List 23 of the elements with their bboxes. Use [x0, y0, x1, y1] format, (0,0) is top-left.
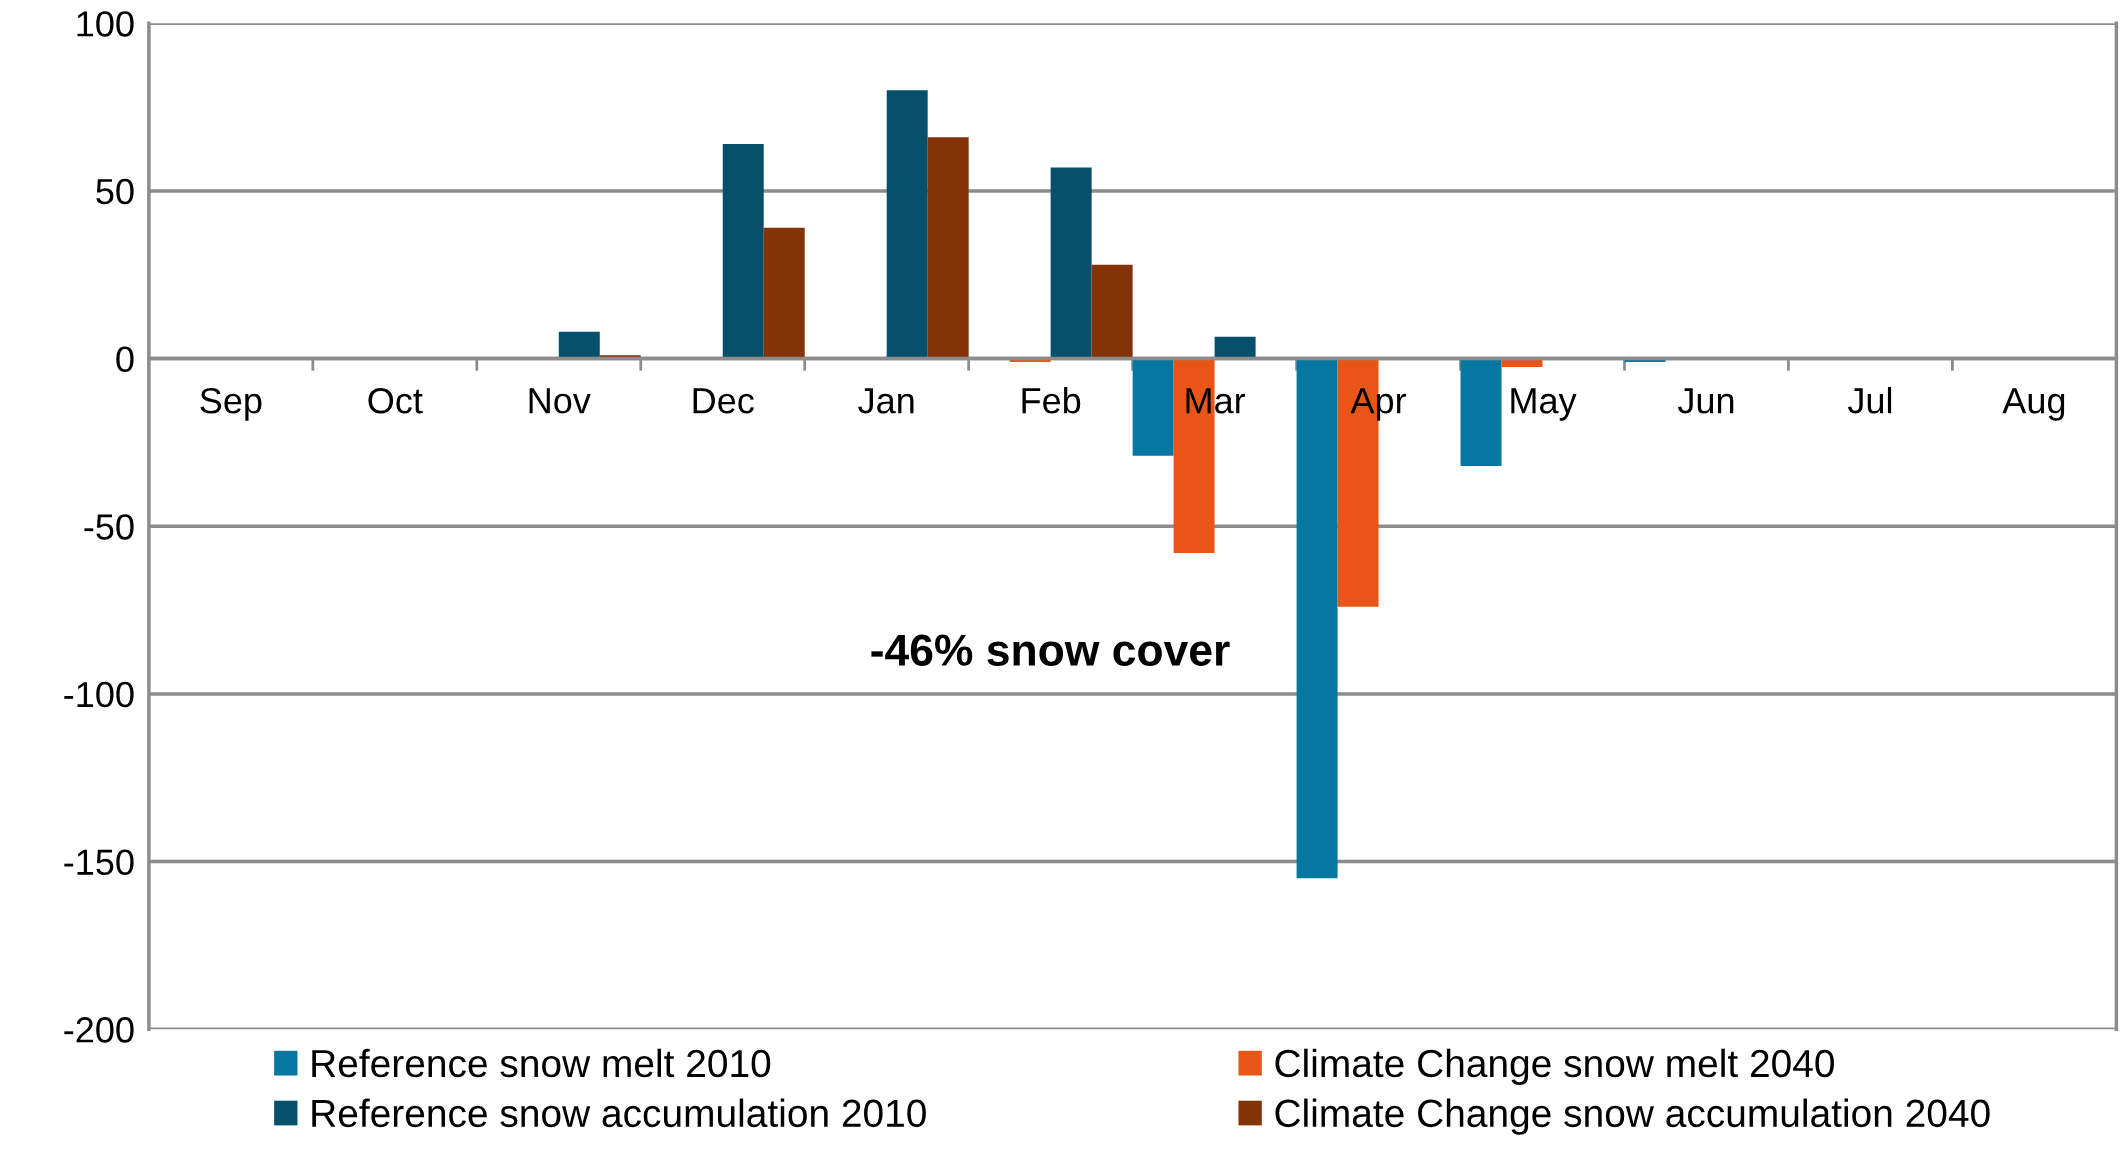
legend-label: Climate Change snow melt 2040: [1275, 1048, 1834, 1085]
x-tick-label: Jan: [858, 388, 914, 414]
x-tick-label: Sep: [200, 387, 262, 421]
y-tick-label: -150: [64, 849, 134, 876]
legend-label: Climate Change snow accumulation 2040: [1275, 1098, 1990, 1135]
x-tick-label: Jun: [1677, 388, 1734, 414]
x-tick-label: Apr: [1350, 388, 1407, 421]
y-tick-label: 0: [116, 346, 134, 373]
x-tick-label: Aug: [2002, 388, 2065, 421]
y-tick-label: -100: [64, 681, 134, 708]
legend-label: Reference snow melt 2010: [312, 1048, 771, 1078]
x-tick-label: Feb: [1022, 387, 1081, 414]
y-tick-label: -50: [84, 514, 134, 540]
y-tick-label: 100: [77, 11, 134, 37]
annotation: -46% snow cover: [871, 634, 1230, 666]
x-tick-label: Nov: [529, 388, 591, 414]
x-tick-label: May: [1511, 388, 1577, 421]
x-tick-label: Jul: [1847, 387, 1892, 414]
legend-label: Reference snow accumulation 2010: [312, 1098, 926, 1128]
x-tick-label: Dec: [693, 388, 754, 414]
x-tick-label: Oct: [368, 387, 423, 414]
y-tick-label: 50: [96, 178, 134, 205]
y-tick-label: -200: [64, 1017, 134, 1043]
